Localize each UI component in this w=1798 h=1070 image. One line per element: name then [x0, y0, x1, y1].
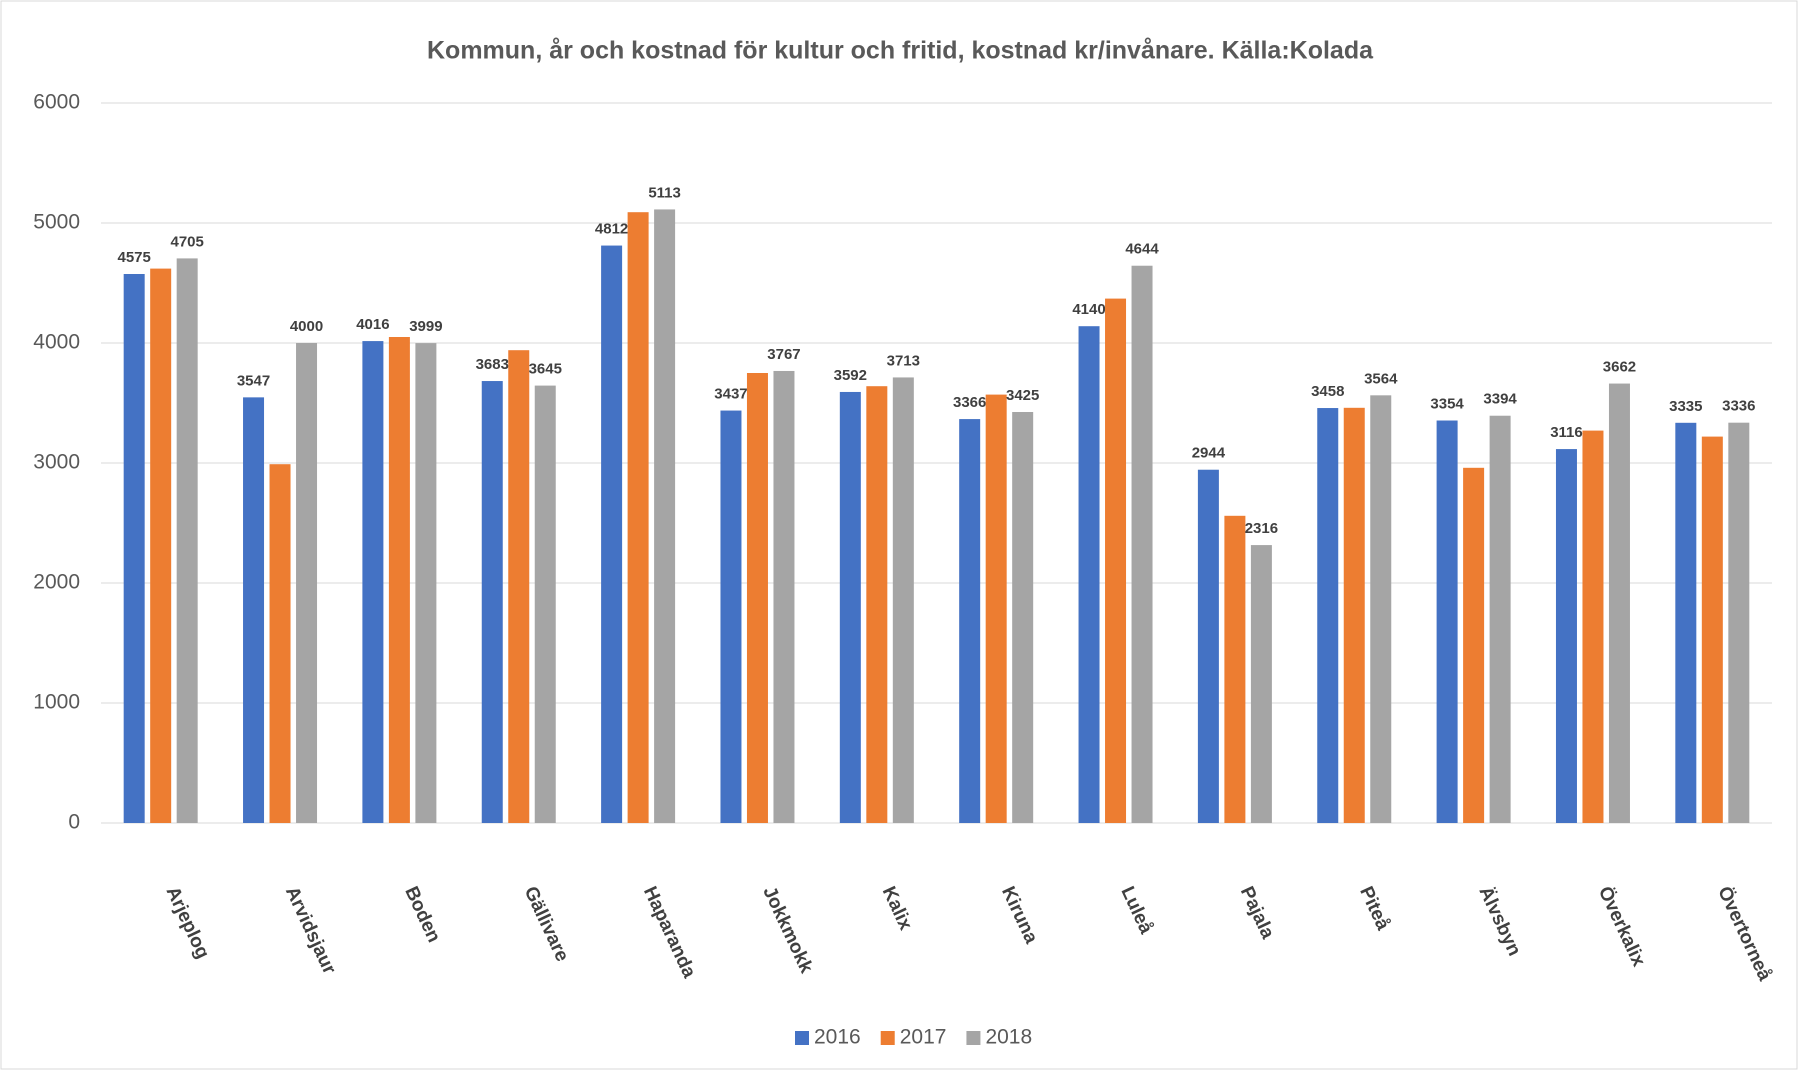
data-label: 2944 [1192, 445, 1226, 462]
bar [1728, 422, 1750, 823]
legend-label: 2016 [814, 1026, 861, 1049]
bar [1197, 469, 1219, 823]
bar [388, 337, 410, 823]
bar [959, 419, 981, 823]
y-tick-label: 2000 [33, 571, 80, 594]
data-label: 4000 [290, 318, 323, 335]
bar [746, 373, 768, 823]
bar [415, 343, 437, 823]
bar [601, 245, 623, 823]
data-label: 3437 [714, 386, 747, 403]
data-label: 3116 [1550, 424, 1583, 441]
legend-label: 2018 [985, 1026, 1032, 1049]
data-label: 5113 [648, 184, 681, 201]
bar [1317, 408, 1339, 823]
bar [627, 212, 649, 823]
bar [1675, 422, 1697, 823]
data-label: 2316 [1245, 520, 1278, 537]
y-tick-label: 0 [68, 811, 80, 834]
data-label: 3354 [1430, 395, 1464, 412]
bar [508, 350, 530, 823]
bar [1436, 420, 1458, 823]
data-label: 3713 [887, 352, 920, 369]
data-label: 3662 [1603, 359, 1636, 376]
data-label: 3547 [237, 372, 270, 389]
data-label: 4644 [1125, 241, 1159, 258]
data-label: 3683 [476, 356, 509, 373]
bar [1012, 412, 1034, 823]
bar [1701, 436, 1723, 823]
data-label: 3425 [1006, 387, 1039, 404]
data-label: 3999 [409, 318, 442, 335]
data-label: 3458 [1311, 383, 1344, 400]
data-label: 4812 [595, 221, 628, 238]
bar [481, 381, 503, 823]
y-tick-label: 6000 [33, 91, 80, 114]
bar [1555, 449, 1577, 823]
y-tick-label: 4000 [33, 331, 80, 354]
bar [1224, 515, 1246, 823]
bar [150, 268, 172, 824]
data-label: 3592 [834, 367, 867, 384]
y-tick-label: 1000 [33, 691, 80, 714]
bar [839, 391, 861, 823]
data-label: 3767 [767, 346, 800, 363]
y-tick-label: 3000 [33, 451, 80, 474]
data-label: 3366 [953, 394, 986, 411]
data-label: 4575 [117, 249, 150, 266]
legend-label: 2017 [900, 1026, 947, 1049]
data-label: 3645 [529, 361, 562, 378]
bar [269, 464, 291, 823]
bar [1489, 415, 1511, 823]
data-label: 3335 [1669, 398, 1702, 415]
bar [654, 209, 676, 823]
y-tick-label: 5000 [33, 211, 80, 234]
chart-title: Kommun, år och kostnad för kultur och fr… [427, 37, 1374, 65]
data-label: 4140 [1072, 301, 1105, 318]
bar [123, 274, 145, 823]
bar [534, 385, 556, 823]
data-label: 3394 [1483, 391, 1517, 408]
bar [243, 397, 265, 823]
bar [1105, 298, 1127, 824]
bar [1250, 545, 1272, 823]
bar [892, 377, 914, 823]
bar [866, 386, 888, 823]
bar [720, 410, 742, 823]
data-label: 3564 [1364, 370, 1398, 387]
data-label: 3336 [1722, 398, 1755, 415]
bar [1131, 265, 1153, 824]
bar [985, 394, 1007, 823]
legend-swatch [795, 1031, 809, 1045]
data-label: 4016 [356, 316, 389, 333]
bar [176, 258, 198, 823]
bar [1582, 430, 1604, 823]
bar [1343, 407, 1365, 823]
bar [773, 370, 795, 823]
legend-swatch [880, 1031, 895, 1045]
data-label: 4705 [170, 233, 203, 250]
legend-swatch [966, 1031, 981, 1045]
bar [296, 343, 318, 823]
bar [1370, 395, 1392, 823]
bar [362, 341, 384, 823]
bar [1608, 383, 1630, 823]
bar [1078, 326, 1100, 823]
bar [1463, 467, 1485, 823]
